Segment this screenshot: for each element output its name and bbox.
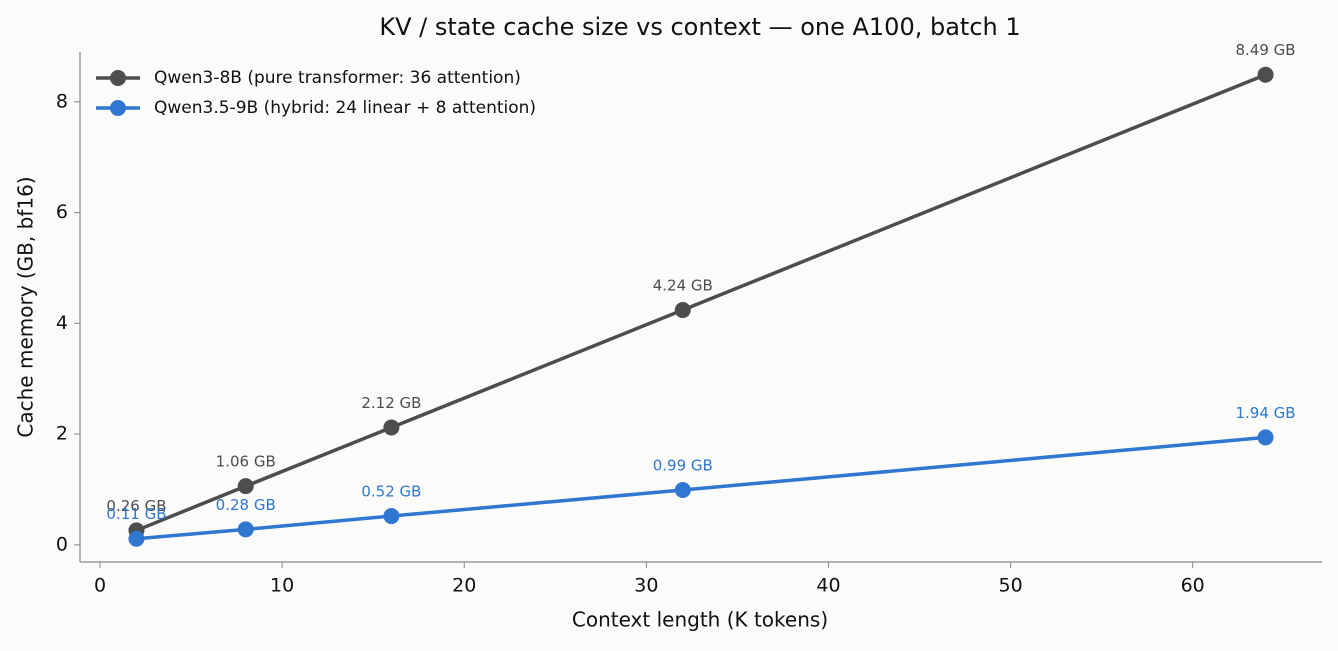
legend-marker [110, 100, 126, 116]
y-tick-label: 4 [56, 312, 68, 334]
y-tick-label: 6 [56, 201, 68, 223]
value-label: 2.12 GB [361, 394, 421, 412]
value-label: 0.11 GB [106, 505, 166, 523]
data-point [1257, 429, 1274, 446]
value-label: 4.24 GB [653, 277, 713, 295]
data-point [128, 530, 145, 547]
value-label: 0.28 GB [216, 496, 276, 514]
legend-label: Qwen3-8B (pure transformer: 36 attention… [154, 68, 521, 88]
data-point [237, 521, 254, 538]
y-tick-label: 0 [56, 533, 68, 555]
x-tick-label: 30 [634, 575, 658, 597]
data-point [674, 302, 691, 319]
x-tick-label: 0 [94, 575, 106, 597]
x-tick-label: 50 [998, 575, 1022, 597]
x-axis-label: Context length (K tokens) [572, 608, 828, 632]
data-point [674, 482, 691, 499]
legend-marker [110, 70, 126, 86]
data-point [237, 478, 254, 495]
legend-label: Qwen3.5-9B (hybrid: 24 linear + 8 attent… [154, 98, 536, 118]
chart-title: KV / state cache size vs context — one A… [379, 13, 1020, 41]
x-tick-label: 20 [452, 575, 476, 597]
value-label: 0.52 GB [361, 483, 421, 501]
data-point [1257, 66, 1274, 83]
value-label: 8.49 GB [1235, 41, 1295, 59]
value-label: 0.26 GB [106, 497, 166, 515]
x-tick-label: 60 [1181, 575, 1205, 597]
value-label: 1.94 GB [1235, 404, 1295, 422]
value-label: 0.99 GB [653, 457, 713, 475]
y-tick-label: 2 [56, 423, 68, 445]
y-tick-label: 8 [56, 90, 68, 112]
x-tick-label: 40 [816, 575, 840, 597]
data-point [383, 419, 400, 436]
data-point [383, 508, 400, 525]
value-label: 1.06 GB [216, 453, 276, 471]
series-line [136, 435, 1266, 541]
y-axis-label: Cache memory (GB, bf16) [14, 176, 38, 437]
x-tick-label: 10 [270, 575, 294, 597]
